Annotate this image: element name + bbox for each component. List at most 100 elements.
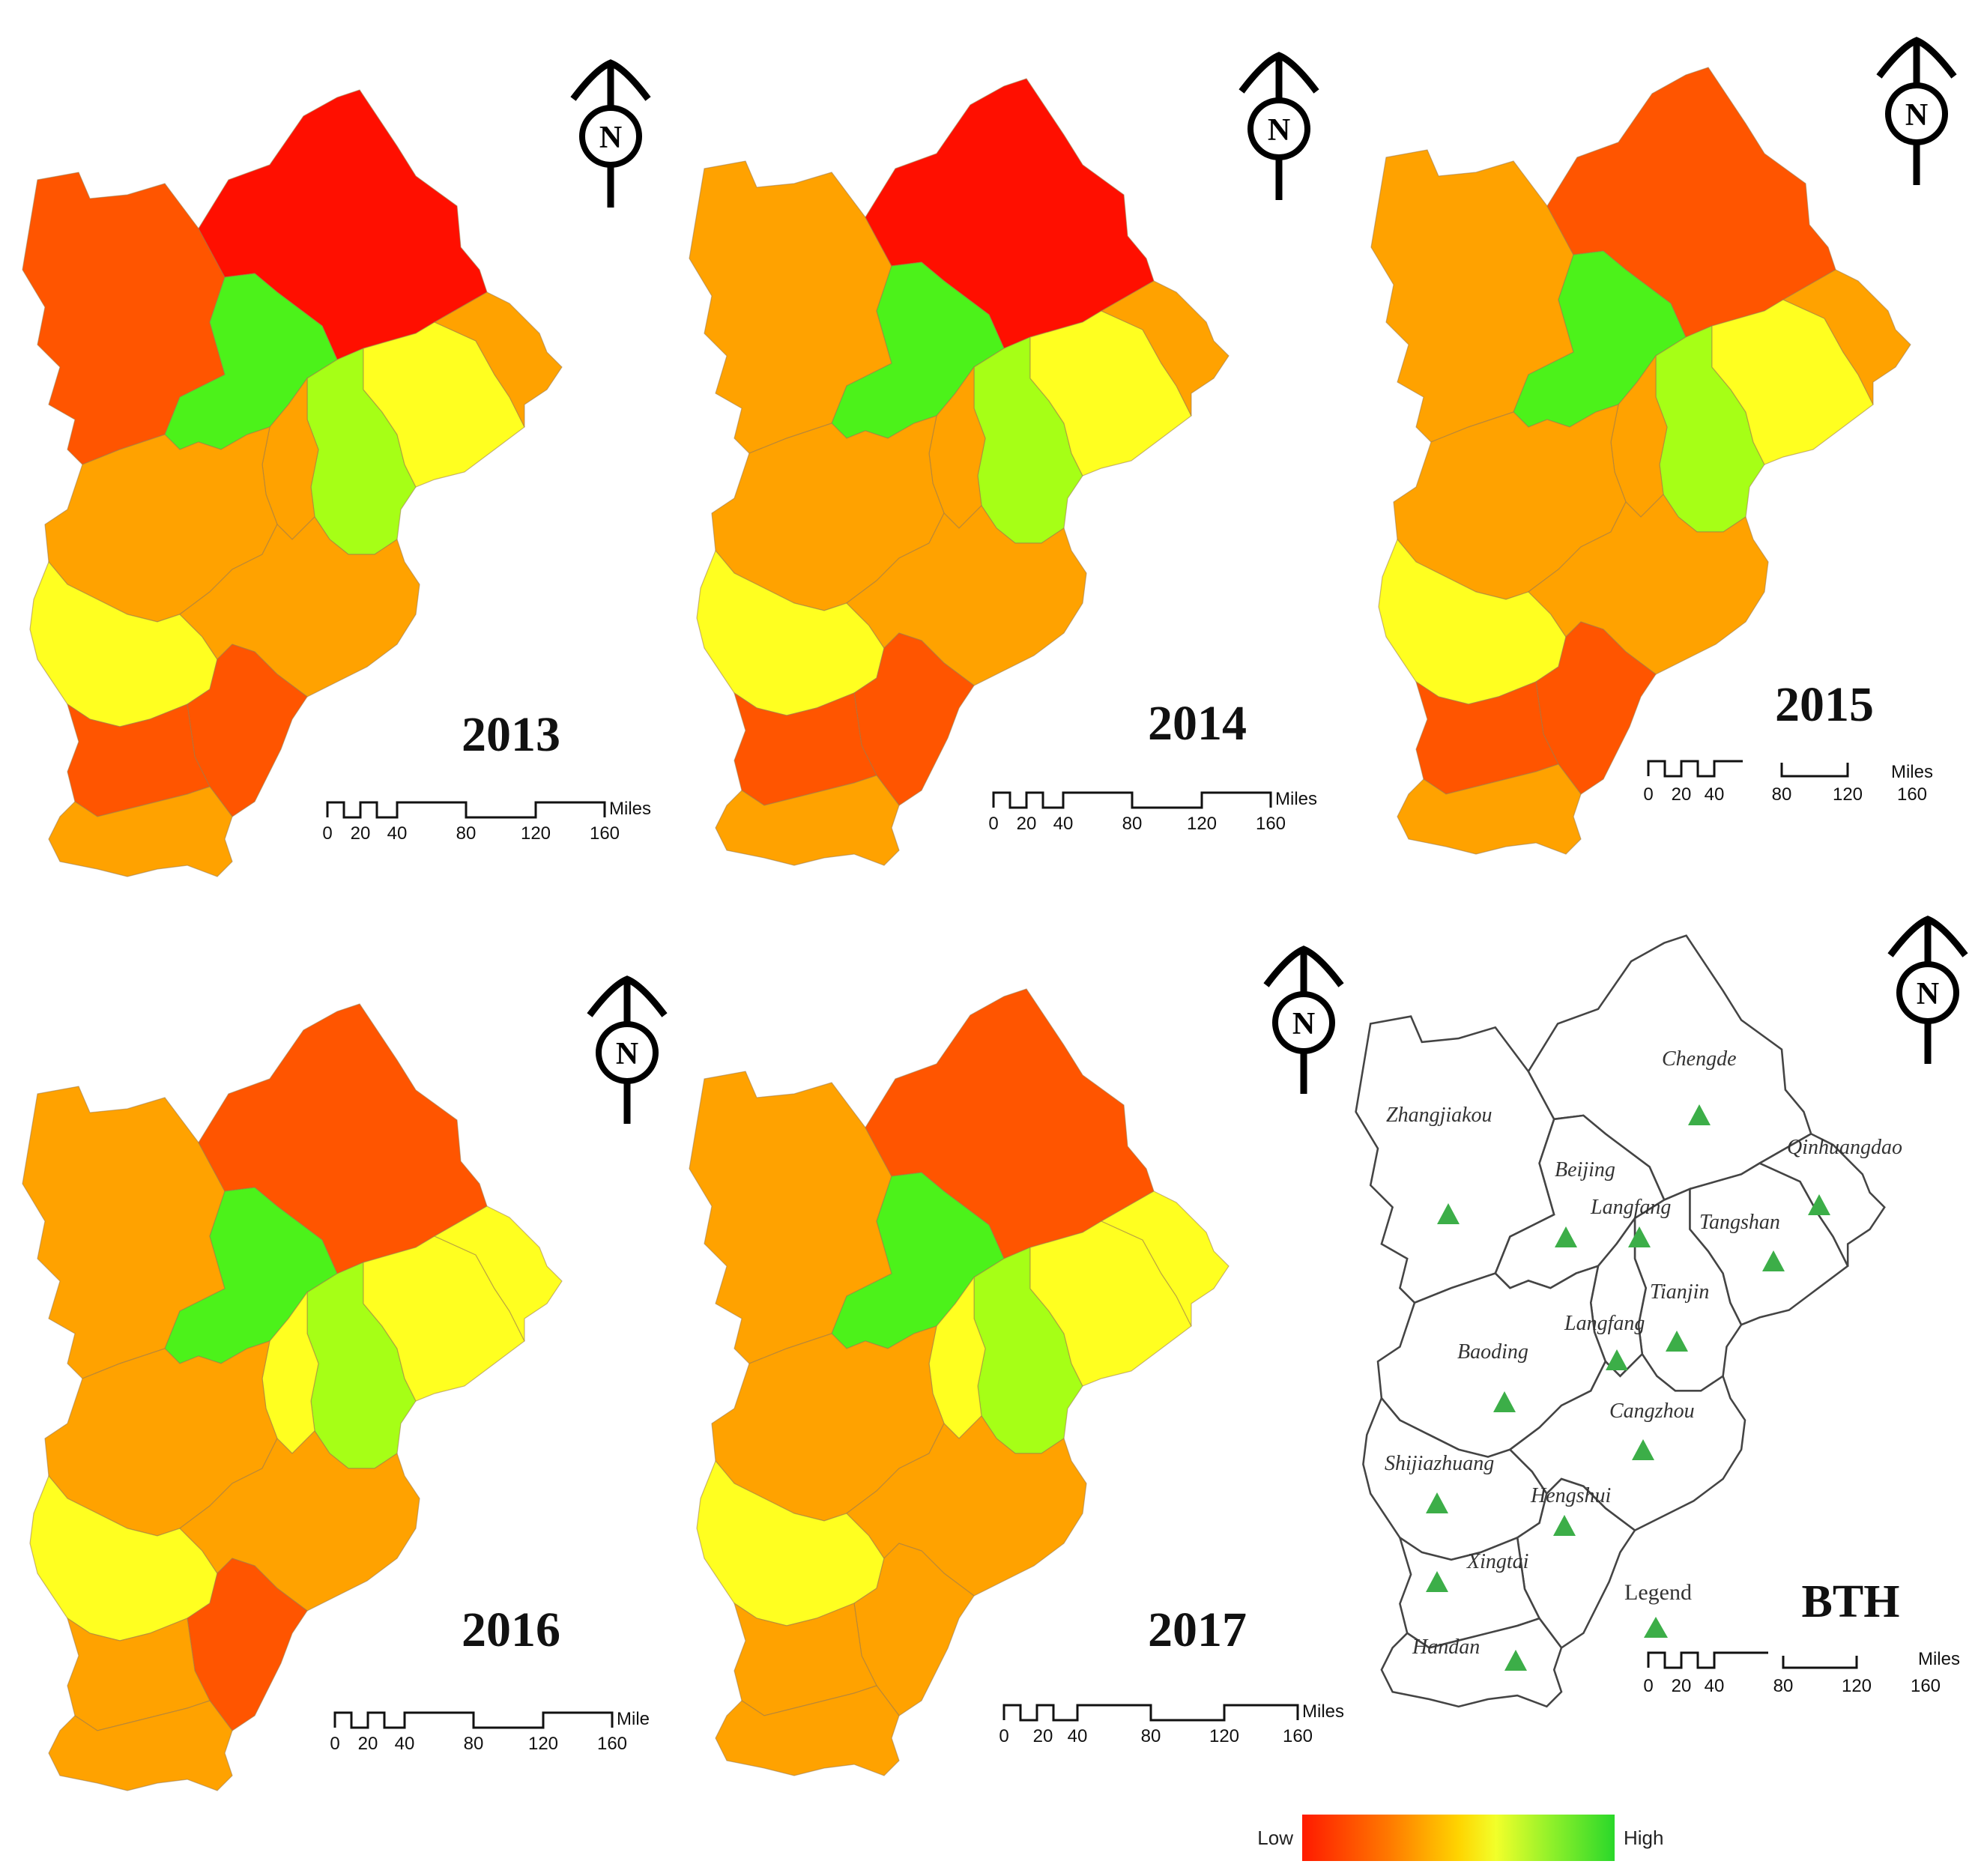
scale-tick-label: 40 bbox=[1068, 1726, 1088, 1746]
city-label-chengde: Chengde bbox=[1662, 1047, 1737, 1071]
scale-tick-label: 120 bbox=[521, 823, 551, 844]
station-marker-icon bbox=[1666, 1331, 1688, 1352]
region-handan-2013 bbox=[48, 786, 233, 877]
scale-bar-2013: Miles 0 20 40 80 120 160 bbox=[322, 799, 651, 844]
scale-tick-label: 40 bbox=[395, 1734, 415, 1754]
svg-text:N: N bbox=[1292, 1007, 1315, 1041]
scale-tick-label: 20 bbox=[1017, 814, 1037, 834]
station-marker-icon bbox=[1426, 1492, 1448, 1513]
station-marker-icon bbox=[1632, 1439, 1654, 1460]
bth-region-handan bbox=[1380, 1617, 1563, 1708]
scale-tick-label: 40 bbox=[1705, 1676, 1725, 1696]
scale-tick-label: 80 bbox=[1772, 784, 1792, 805]
scale-bar-bth: Miles 0 20 40 80 120 160 bbox=[1643, 1649, 1960, 1696]
city-label-langfang-north: Langfang bbox=[1590, 1196, 1671, 1219]
scale-tick-label: 0 bbox=[1643, 784, 1653, 805]
scale-tick-label: 160 bbox=[590, 823, 620, 844]
station-marker-icon bbox=[1606, 1349, 1628, 1370]
scale-tick-label: 160 bbox=[1283, 1726, 1313, 1746]
map-panel-2017 bbox=[689, 988, 1230, 1776]
city-label-cangzhou: Cangzhou bbox=[1609, 1400, 1695, 1423]
svg-text:N: N bbox=[599, 121, 622, 155]
city-label-hengshui: Hengshui bbox=[1530, 1484, 1611, 1507]
scale-tick-label: 0 bbox=[988, 814, 998, 834]
scale-tick-label: 0 bbox=[1643, 1676, 1653, 1696]
scale-tick-label: 20 bbox=[351, 823, 371, 844]
station-marker-icon bbox=[1555, 1226, 1577, 1247]
svg-text:Miles: Miles bbox=[609, 799, 651, 819]
svg-text:N: N bbox=[1268, 113, 1290, 148]
region-qinhuangdao-2013 bbox=[433, 291, 563, 428]
region-qinhuangdao-2015 bbox=[1782, 269, 1911, 405]
city-labels: Chengde Zhangjiakou Beijing Langfang Qin… bbox=[1385, 1047, 1902, 1659]
year-label-2013: 2013 bbox=[462, 707, 560, 762]
scale-tick-label: 120 bbox=[1187, 814, 1217, 834]
legend-title: Legend bbox=[1624, 1580, 1692, 1605]
scale-tick-label: 80 bbox=[456, 823, 477, 844]
scale-tick-label: 120 bbox=[1833, 784, 1863, 805]
bth-reference-map bbox=[1355, 934, 1886, 1708]
region-handan-2017 bbox=[715, 1685, 900, 1776]
city-label-tangshan: Tangshan bbox=[1699, 1211, 1780, 1234]
map-panel-2014 bbox=[689, 78, 1230, 866]
scale-tick-label: 40 bbox=[1053, 814, 1074, 834]
scale-tick-label: 160 bbox=[1911, 1676, 1941, 1696]
north-arrow-2017: N bbox=[1266, 949, 1341, 1094]
svg-text:Mile: Mile bbox=[617, 1709, 650, 1729]
legend-marker-icon bbox=[1644, 1617, 1668, 1638]
city-label-langfang: Langfang bbox=[1564, 1312, 1645, 1335]
north-arrow-2015: N bbox=[1879, 40, 1954, 185]
colorbar: Low High bbox=[1257, 1815, 1663, 1861]
scale-tick-label: 80 bbox=[1141, 1726, 1161, 1746]
colorbar-high-label: High bbox=[1624, 1827, 1663, 1849]
map-panel-2015 bbox=[1370, 67, 1911, 855]
scale-bar-2016: Mile 0 20 40 80 120 160 bbox=[330, 1709, 650, 1754]
city-label-xingtai: Xingtai bbox=[1466, 1550, 1528, 1573]
region-handan-2016 bbox=[48, 1700, 233, 1791]
city-label-baoding: Baoding bbox=[1457, 1340, 1528, 1364]
scale-tick-label: 40 bbox=[387, 823, 408, 844]
year-label-2017: 2017 bbox=[1148, 1603, 1247, 1657]
city-label-handan: Handan bbox=[1412, 1636, 1480, 1659]
region-handan-2014 bbox=[715, 775, 900, 866]
scale-tick-label: 0 bbox=[330, 1734, 339, 1754]
map-panel-2013 bbox=[22, 89, 563, 877]
station-marker-icon bbox=[1426, 1571, 1448, 1592]
scale-tick-label: 120 bbox=[528, 1734, 558, 1754]
region-qinhuangdao-2016 bbox=[433, 1205, 563, 1342]
svg-text:N: N bbox=[1917, 977, 1939, 1011]
scale-tick-label: 20 bbox=[1033, 1726, 1053, 1746]
colorbar-gradient bbox=[1302, 1815, 1615, 1861]
scale-tick-label: 0 bbox=[999, 1726, 1008, 1746]
region-qinhuangdao-2017 bbox=[1100, 1190, 1230, 1327]
city-label-tianjin: Tianjin bbox=[1650, 1280, 1709, 1304]
city-label-shijiazhuang: Shijiazhuang bbox=[1385, 1452, 1494, 1475]
scale-tick-label: 40 bbox=[1705, 784, 1725, 805]
scale-bar-2015: Miles 0 20 40 80 120 160 bbox=[1643, 760, 1933, 805]
scale-tick-label: 80 bbox=[1773, 1676, 1794, 1696]
svg-text:N: N bbox=[616, 1037, 638, 1071]
station-marker-icon bbox=[1493, 1391, 1516, 1412]
scale-tick-label: 80 bbox=[1122, 814, 1143, 834]
scale-tick-label: 20 bbox=[358, 1734, 378, 1754]
station-markers bbox=[1426, 1104, 1830, 1671]
scale-tick-label: 0 bbox=[322, 823, 332, 844]
north-arrow-2013: N bbox=[573, 63, 648, 208]
station-marker-icon bbox=[1553, 1515, 1576, 1536]
north-arrow-2016: N bbox=[590, 979, 665, 1124]
region-handan-2015 bbox=[1397, 763, 1582, 855]
city-label-zhangjiakou: Zhangjiakou bbox=[1386, 1104, 1492, 1127]
north-arrow-bth: N bbox=[1890, 919, 1965, 1064]
region-cangzhou-2014 bbox=[846, 505, 1087, 686]
region-qinhuangdao-2014 bbox=[1100, 280, 1230, 417]
svg-text:Miles: Miles bbox=[1275, 789, 1317, 809]
year-label-2014: 2014 bbox=[1148, 696, 1247, 751]
year-label-2015: 2015 bbox=[1775, 677, 1874, 732]
scale-bar-2014: Miles 0 20 40 80 120 160 bbox=[988, 789, 1317, 834]
svg-text:Miles: Miles bbox=[1918, 1649, 1960, 1669]
station-marker-icon bbox=[1504, 1650, 1527, 1671]
region-cangzhou-2015 bbox=[1528, 494, 1769, 675]
station-marker-icon bbox=[1762, 1250, 1785, 1271]
city-label-beijing: Beijing bbox=[1555, 1158, 1615, 1181]
